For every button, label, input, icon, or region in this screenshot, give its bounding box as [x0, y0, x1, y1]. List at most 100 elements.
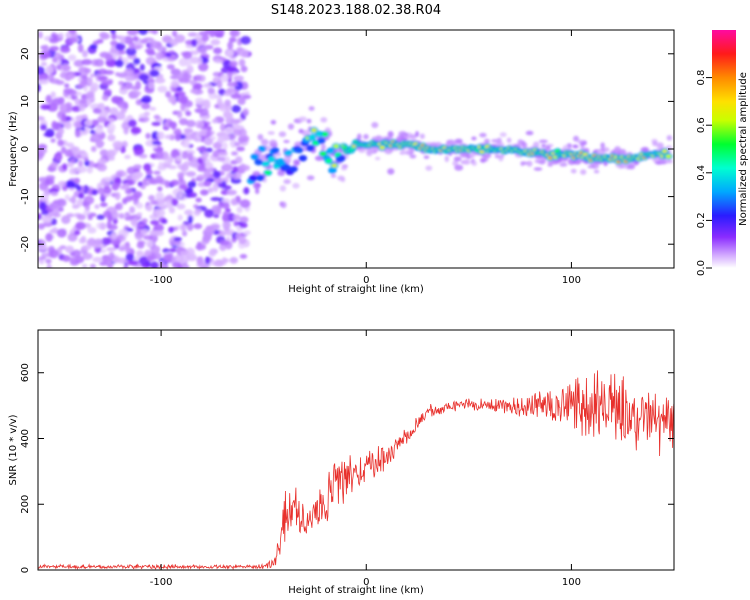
heatmap-cell — [214, 59, 223, 64]
heatmap-cell — [227, 66, 238, 73]
heatmap-cell — [92, 256, 104, 263]
heatmap-cell — [239, 254, 248, 259]
heatmap-cell — [163, 254, 172, 263]
snr-y-tick-label: 200 — [20, 495, 31, 514]
heatmap-cell — [125, 188, 133, 195]
heatmap-cell — [471, 160, 478, 167]
heatmap-cell — [231, 172, 242, 180]
heatmap-cell — [50, 98, 62, 106]
heatmap-cell — [173, 254, 184, 264]
heatmap-cell — [559, 162, 568, 167]
heatmap-cell — [127, 260, 139, 266]
heatmap-cell — [325, 158, 332, 163]
heatmap-cell — [182, 51, 193, 60]
heatmap-cell — [231, 30, 241, 37]
heatmap-cell — [84, 68, 92, 74]
snr-x-tick-label: 100 — [562, 577, 581, 588]
spectrogram-y-axis-label: Frequency (Hz) — [8, 111, 19, 187]
heatmap-cell — [283, 139, 290, 144]
heatmap-cell — [212, 170, 221, 179]
heatmap-cell — [171, 121, 177, 131]
spectrogram-x-tick-label: 100 — [562, 275, 581, 286]
heatmap-cell — [232, 123, 241, 131]
heatmap-cell — [217, 182, 224, 188]
heatmap-cell — [45, 258, 52, 264]
heatmap-cell — [224, 229, 231, 236]
heatmap-cell — [185, 171, 197, 177]
heatmap-cell — [57, 127, 65, 135]
heatmap-cell — [38, 152, 44, 161]
heatmap-cell — [201, 57, 209, 64]
snr-series — [38, 370, 674, 570]
heatmap-cell — [130, 85, 141, 91]
heatmap-cell — [239, 49, 249, 58]
heatmap-cell — [579, 141, 584, 147]
heatmap-cell — [141, 218, 148, 224]
heatmap-cell — [122, 183, 130, 190]
heatmap-cell — [129, 206, 136, 214]
heatmap-cell — [199, 46, 208, 55]
heatmap-cell — [652, 157, 659, 163]
heatmap-cell — [235, 232, 241, 241]
heatmap-cell — [387, 131, 394, 138]
heatmap-cell — [38, 31, 43, 39]
heatmap-cell — [136, 241, 145, 249]
heatmap-cell — [242, 164, 250, 171]
heatmap-cell — [172, 261, 181, 268]
heatmap-cell — [207, 167, 215, 173]
heatmap-cell — [239, 199, 251, 208]
heatmap-cell — [204, 209, 214, 218]
heatmap-cell — [187, 181, 197, 188]
heatmap-cell — [51, 227, 59, 234]
heatmap-cell — [43, 132, 55, 137]
heatmap-cell — [213, 47, 223, 55]
heatmap-cell — [233, 75, 244, 82]
heatmap-cell — [203, 83, 212, 88]
heatmap-cell — [161, 163, 172, 168]
heatmap-cell — [330, 174, 337, 178]
heatmap-cell — [59, 245, 67, 250]
heatmap-cell — [67, 54, 77, 62]
heatmap-cell — [104, 176, 112, 183]
heatmap-cell — [90, 146, 97, 153]
heatmap-cell — [68, 37, 78, 44]
heatmap-cell — [82, 263, 88, 268]
heatmap-cell — [562, 144, 569, 151]
heatmap-cell — [197, 62, 209, 72]
heatmap-cell — [306, 175, 315, 181]
heatmap-cell — [138, 30, 149, 35]
heatmap-cell — [126, 179, 135, 186]
heatmap-cell — [320, 117, 328, 123]
heatmap-cell — [74, 256, 85, 264]
heatmap-cell — [199, 189, 209, 196]
heatmap-cell — [115, 59, 124, 68]
heatmap-cell — [125, 245, 131, 254]
heatmap-cell — [147, 81, 155, 90]
heatmap-cell — [40, 104, 51, 110]
heatmap-cell — [92, 119, 99, 126]
heatmap-cell — [201, 34, 210, 42]
heatmap-cell — [337, 154, 346, 162]
heatmap-cell — [239, 216, 249, 223]
heatmap-cell — [185, 119, 196, 128]
heatmap-cell — [204, 225, 216, 235]
colorbar: 0.0 0.2 0.4 0.6 0.8 Normalized spectral ampl… — [696, 30, 749, 276]
heatmap-cell — [42, 44, 50, 53]
heatmap-cell — [143, 111, 150, 117]
heatmap-cell — [146, 204, 153, 212]
heatmap-cell — [97, 75, 109, 81]
heatmap-cell — [118, 50, 126, 55]
heatmap-cell — [52, 57, 58, 63]
heatmap-cell — [142, 37, 154, 42]
heatmap-cell — [76, 213, 86, 221]
heatmap-cell — [118, 246, 126, 252]
heatmap-cell — [181, 184, 188, 191]
heatmap-cell — [283, 179, 291, 185]
heatmap-cell — [122, 36, 134, 45]
heatmap-cell — [39, 239, 45, 248]
heatmap-cell — [86, 166, 93, 174]
heatmap-cell — [216, 98, 223, 106]
heatmap-cell — [112, 183, 121, 188]
spectrogram-y-tick-label: 10 — [20, 95, 31, 108]
heatmap-cell — [111, 32, 117, 40]
